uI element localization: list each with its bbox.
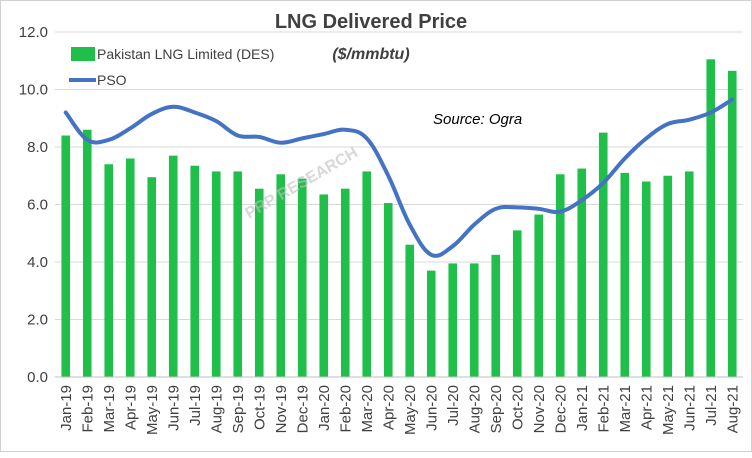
x-axis: Jan-19 Feb-19 Mar-19 Apr-19 May-19 Jun-19 Jul-…	[55, 376, 743, 435]
bar	[620, 172, 630, 377]
pso-line	[63, 97, 735, 258]
source-annotation: Source: Ogra	[433, 111, 522, 128]
bar	[727, 70, 737, 377]
y-tick-label: 2.0	[27, 312, 48, 329]
bar	[512, 230, 522, 377]
bar	[469, 263, 479, 377]
legend-label-bar: Pakistan LNG Limited (DES)	[97, 46, 274, 62]
chart-subtitle: ($/mmbtu)	[332, 46, 409, 63]
x-tick-label: Feb-21	[595, 385, 612, 433]
x-tick-label: Mar-19	[101, 385, 118, 433]
x-tick-label: Dec-20	[552, 385, 569, 433]
x-tick-label: Jul-19	[187, 385, 204, 426]
x-tick-label: Oct-19	[251, 385, 268, 430]
bar	[125, 158, 135, 377]
line-series	[63, 97, 735, 258]
bar	[706, 59, 716, 377]
bar	[684, 171, 694, 377]
bar	[383, 203, 393, 377]
bar	[577, 168, 587, 377]
bar	[190, 165, 200, 377]
x-tick-label: Jun-20	[423, 385, 440, 431]
y-tick-label: 10.0	[19, 82, 48, 99]
x-tick-label: May-20	[402, 385, 419, 435]
x-tick-label: Jan-20	[316, 385, 333, 431]
x-tick-label: Sep-19	[230, 385, 247, 433]
bar	[491, 254, 501, 377]
y-tick-label: 12.0	[19, 24, 48, 41]
x-tick-label: Jan-19	[58, 385, 75, 431]
bar	[104, 164, 114, 377]
bar	[426, 270, 436, 377]
bar	[233, 171, 243, 377]
bar	[641, 181, 651, 377]
bar	[211, 171, 221, 377]
bar	[61, 135, 71, 377]
x-tick-label: Aug-20	[466, 385, 483, 433]
x-tick-label: Dec-19	[294, 385, 311, 433]
x-tick-label: Mar-20	[359, 385, 376, 433]
chart-title: LNG Delivered Price	[275, 11, 467, 33]
legend: Pakistan LNG Limited (DES) PSO	[69, 46, 274, 88]
bar	[297, 178, 307, 377]
bar	[254, 188, 264, 377]
x-tick-label: Jun-19	[165, 385, 182, 431]
x-tick-label: Apr-19	[122, 385, 139, 430]
bar	[534, 214, 544, 377]
x-tick-label: Jul-21	[703, 385, 720, 426]
x-tick-label: Oct-20	[509, 385, 526, 430]
x-tick-label: Mar-21	[617, 385, 634, 433]
bar	[555, 174, 565, 377]
legend-swatch-bar	[71, 47, 95, 61]
bar	[362, 171, 372, 377]
y-tick-label: 0.0	[27, 369, 48, 386]
x-tick-label: Jul-20	[445, 385, 462, 426]
bar	[82, 129, 92, 377]
x-tick-label: Apr-21	[638, 385, 655, 430]
x-tick-label: Sep-20	[488, 385, 505, 433]
x-tick-label: Nov-20	[531, 385, 548, 433]
y-tick-label: 6.0	[27, 197, 48, 214]
bar	[405, 244, 415, 377]
bar-series	[61, 59, 737, 377]
bar	[598, 132, 608, 377]
bar	[168, 155, 178, 377]
x-tick-label: Apr-20	[380, 385, 397, 430]
x-tick-label: Feb-19	[79, 385, 96, 433]
y-tick-label: 4.0	[27, 254, 48, 271]
bar	[319, 194, 329, 377]
y-axis: 0.0 2.0 4.0 6.0 8.0 10.0 12.0	[19, 24, 48, 386]
legend-label-line: PSO	[97, 72, 127, 88]
x-tick-label: Nov-19	[273, 385, 290, 433]
x-tick-label: May-21	[660, 385, 677, 435]
x-tick-label: Jan-21	[574, 385, 591, 431]
x-tick-label: Feb-20	[337, 385, 354, 433]
bar	[663, 175, 673, 377]
x-tick-label: Aug-19	[208, 385, 225, 433]
bar	[147, 177, 157, 377]
bar	[340, 188, 350, 377]
y-tick-label: 8.0	[27, 139, 48, 156]
x-tick-label: Aug-21	[724, 385, 741, 433]
bar	[448, 263, 458, 377]
x-tick-label: Jun-21	[681, 385, 698, 431]
bar	[276, 174, 286, 377]
x-tick-label: May-19	[144, 385, 161, 435]
